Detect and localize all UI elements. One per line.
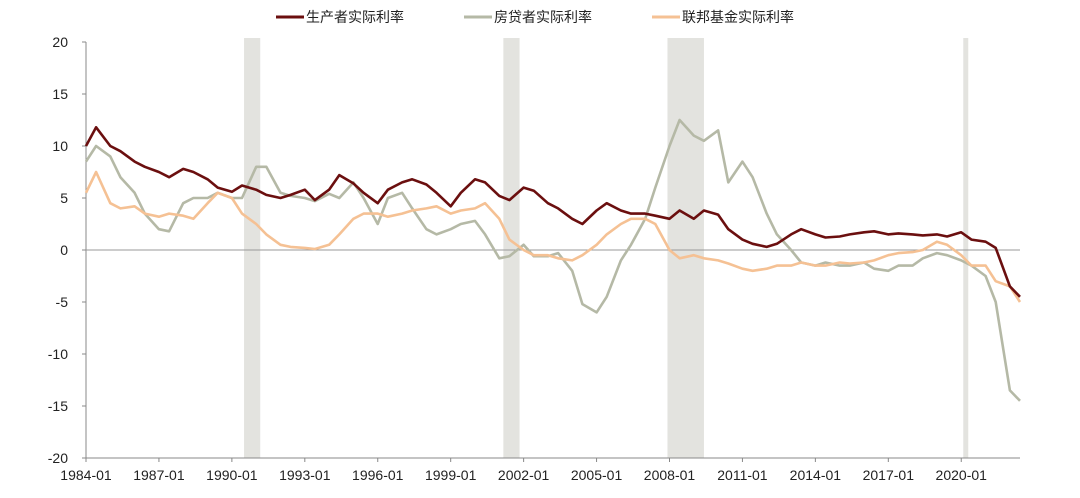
legend-label-2: 房贷者实际利率: [494, 9, 592, 25]
legend: 生产者实际利率 房贷者实际利率 联邦基金实际利率: [276, 9, 794, 25]
x-tick-label: 1993-01: [279, 467, 331, 483]
axes-layer: -20 -15 -10 -5 0 5 10 15 20 1984-01 1987-01 1990-01…: [48, 34, 1020, 483]
recession-shading-layer: [244, 38, 969, 458]
y-tick-label: 0: [60, 242, 68, 258]
x-tick-label: 2002-01: [498, 467, 550, 483]
y-tick-label: 10: [52, 138, 68, 154]
x-tick-label: 2014-01: [790, 467, 842, 483]
x-tick-label: 2020-01: [936, 467, 988, 483]
series-line-2: [84, 118, 1021, 402]
y-tick-label: -10: [48, 346, 68, 362]
y-tick-label: -15: [48, 398, 68, 414]
series-line-3: [84, 170, 1022, 303]
y-tick-label: -20: [48, 450, 68, 466]
legend-label-1: 生产者实际利率: [306, 9, 404, 25]
x-tick-label: 1990-01: [206, 467, 258, 483]
y-tick-label: -5: [56, 294, 69, 310]
y-tick-label: 20: [52, 34, 68, 50]
y-tick-label: 5: [60, 190, 68, 206]
recession-band-4: [963, 38, 969, 458]
x-tick-label: 1987-01: [133, 467, 185, 483]
recession-band-1: [244, 38, 261, 458]
x-tick-label: 1999-01: [425, 467, 477, 483]
series-layer: [84, 118, 1022, 402]
y-tick-label: 15: [52, 86, 68, 102]
x-tick-label: 1996-01: [352, 467, 404, 483]
x-tick-label: 2017-01: [863, 467, 915, 483]
legend-label-3: 联邦基金实际利率: [682, 9, 794, 25]
x-tick-label: 2008-01: [644, 467, 696, 483]
recession-band-3: [667, 38, 704, 458]
recession-band-2: [503, 38, 520, 458]
x-tick-label: 2005-01: [571, 467, 623, 483]
series-line-1: [84, 126, 1021, 298]
x-tick-label: 1984-01: [60, 467, 112, 483]
x-tick-label: 2011-01: [717, 467, 768, 483]
